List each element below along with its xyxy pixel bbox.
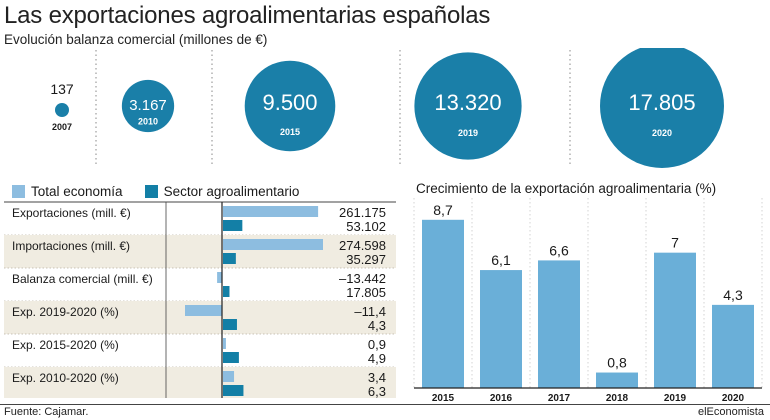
bar-2020 [712,304,754,388]
bar-total [223,371,235,382]
value-sector: 35.297 [346,252,386,267]
bar-value-label: 4,3 [723,287,743,303]
value-total: –11,4 [354,304,386,319]
table-row-bg [4,367,396,398]
bar-sector [223,352,239,363]
x-tick-label: 2020 [722,393,745,404]
bubble-value-2020: 17.805 [628,90,695,115]
legend-label-sector: Sector agroalimentario [163,183,300,199]
footer-brand: elEconomista [697,406,764,418]
value-sector: 53.102 [346,219,386,234]
bubble-year-2010: 2010 [138,116,158,126]
growth-bar-chart: 8,7 2015 6,1 2016 6,6 2017 0,8 2018 7 2019 4,3 2020 [413,198,763,404]
x-tick-label: 2018 [606,393,629,404]
table-row-label: Exp. 2015-2020 (%) [12,338,119,352]
bar-value-label: 7 [671,235,679,251]
bar-sector [223,385,244,396]
bubble-chart: 137 2007 3.167 2010 9.500 2015 13.320 2019 17.80… [50,48,724,168]
footer-source: Fuente: Cajamar. [4,406,89,418]
x-tick-label: 2017 [548,393,571,404]
bubble-year-2020: 2020 [652,128,672,138]
legend-swatch-sector [144,184,158,198]
bar-total [217,272,222,283]
bubble-2007 [55,103,69,117]
value-total: –13.442 [339,271,386,286]
x-tick-label: 2015 [432,393,455,404]
bubble-value-2019: 13.320 [434,90,501,115]
bar-sector [223,253,236,264]
bubble-year-2015: 2015 [280,127,300,137]
footer-divider [0,404,770,405]
x-tick-label: 2019 [664,393,687,404]
bar-value-label: 6,1 [491,252,511,268]
legend-label-total: Total economía [31,183,123,199]
legend-item-sector: Sector agroalimentario [144,183,300,199]
table-row-label: Balanza comercial (mill. €) [12,272,153,286]
legend-swatch-total [12,184,25,198]
bubble-2019 [414,52,522,160]
bar-value-label: 0,8 [607,355,627,371]
page-subtitle: Evolución balanza comercial (millones de… [4,32,268,47]
bubble-2015 [244,60,336,152]
x-tick-label: 2016 [490,393,513,404]
value-sector: 17.805 [346,285,386,300]
bubble-2020 [600,48,724,168]
bar-2016 [480,270,522,388]
value-sector: 6,3 [368,384,386,398]
value-total: 274.598 [339,238,386,253]
bar-2017 [538,260,580,388]
bar-sector [223,220,243,231]
bubble-year-2019: 2019 [458,128,478,138]
bubble-value-2007: 137 [50,81,74,97]
table-legend: Total economía Sector agroalimentario [4,180,396,202]
chart-title: Crecimiento de la exportación agroalimen… [416,181,717,196]
value-total: 0,9 [368,337,386,352]
bar-total [223,239,323,250]
bar-value-label: 8,7 [433,202,453,218]
bubble-value-2010: 3.167 [129,97,167,114]
bubble-2010 [121,79,175,133]
bar-value-label: 6,6 [549,242,569,258]
table-row-bg [4,235,396,268]
table-row-label: Exp. 2010-2020 (%) [12,371,119,385]
bar-2015 [422,219,464,388]
bubble-year-2007: 2007 [52,122,72,132]
table-row-label: Importaciones (mill. €) [12,239,130,253]
table-row-label: Exp. 2019-2020 (%) [12,305,119,319]
legend-item-total: Total economía [12,184,123,199]
bar-sector [223,319,237,330]
bar-2019 [654,252,696,388]
bar-sector [223,286,230,297]
value-sector: 4,9 [368,351,386,366]
bar-total [223,338,226,349]
bar-total [223,206,319,217]
value-sector: 4,3 [368,318,386,333]
bubble-value-2015: 9.500 [262,90,317,115]
bar-total [185,305,222,316]
bar-2018 [596,372,638,388]
value-total: 3,4 [368,370,386,385]
table-row-label: Exportaciones (mill. €) [12,206,131,220]
page-title: Las exportaciones agroalimentarias españ… [4,2,491,29]
value-total: 261.175 [339,205,386,220]
